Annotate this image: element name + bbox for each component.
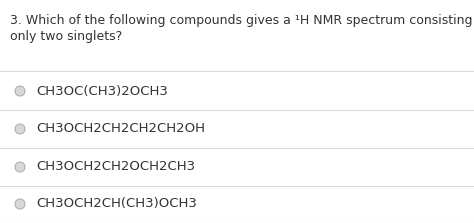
Text: CH3OCH2CH2OCH2CH3: CH3OCH2CH2OCH2CH3 — [36, 161, 195, 173]
Text: 3. Which of the following compounds gives a ¹H NMR spectrum consisting of: 3. Which of the following compounds give… — [10, 14, 474, 27]
Text: CH3OCH2CH2CH2CH2OH: CH3OCH2CH2CH2CH2OH — [36, 122, 205, 136]
Circle shape — [15, 162, 25, 172]
Circle shape — [15, 199, 25, 209]
Circle shape — [15, 86, 25, 96]
Text: CH3OC(CH3)2OCH3: CH3OC(CH3)2OCH3 — [36, 85, 168, 97]
Circle shape — [15, 124, 25, 134]
Text: only two singlets?: only two singlets? — [10, 30, 122, 43]
Text: CH3OCH2CH(CH3)OCH3: CH3OCH2CH(CH3)OCH3 — [36, 198, 197, 211]
